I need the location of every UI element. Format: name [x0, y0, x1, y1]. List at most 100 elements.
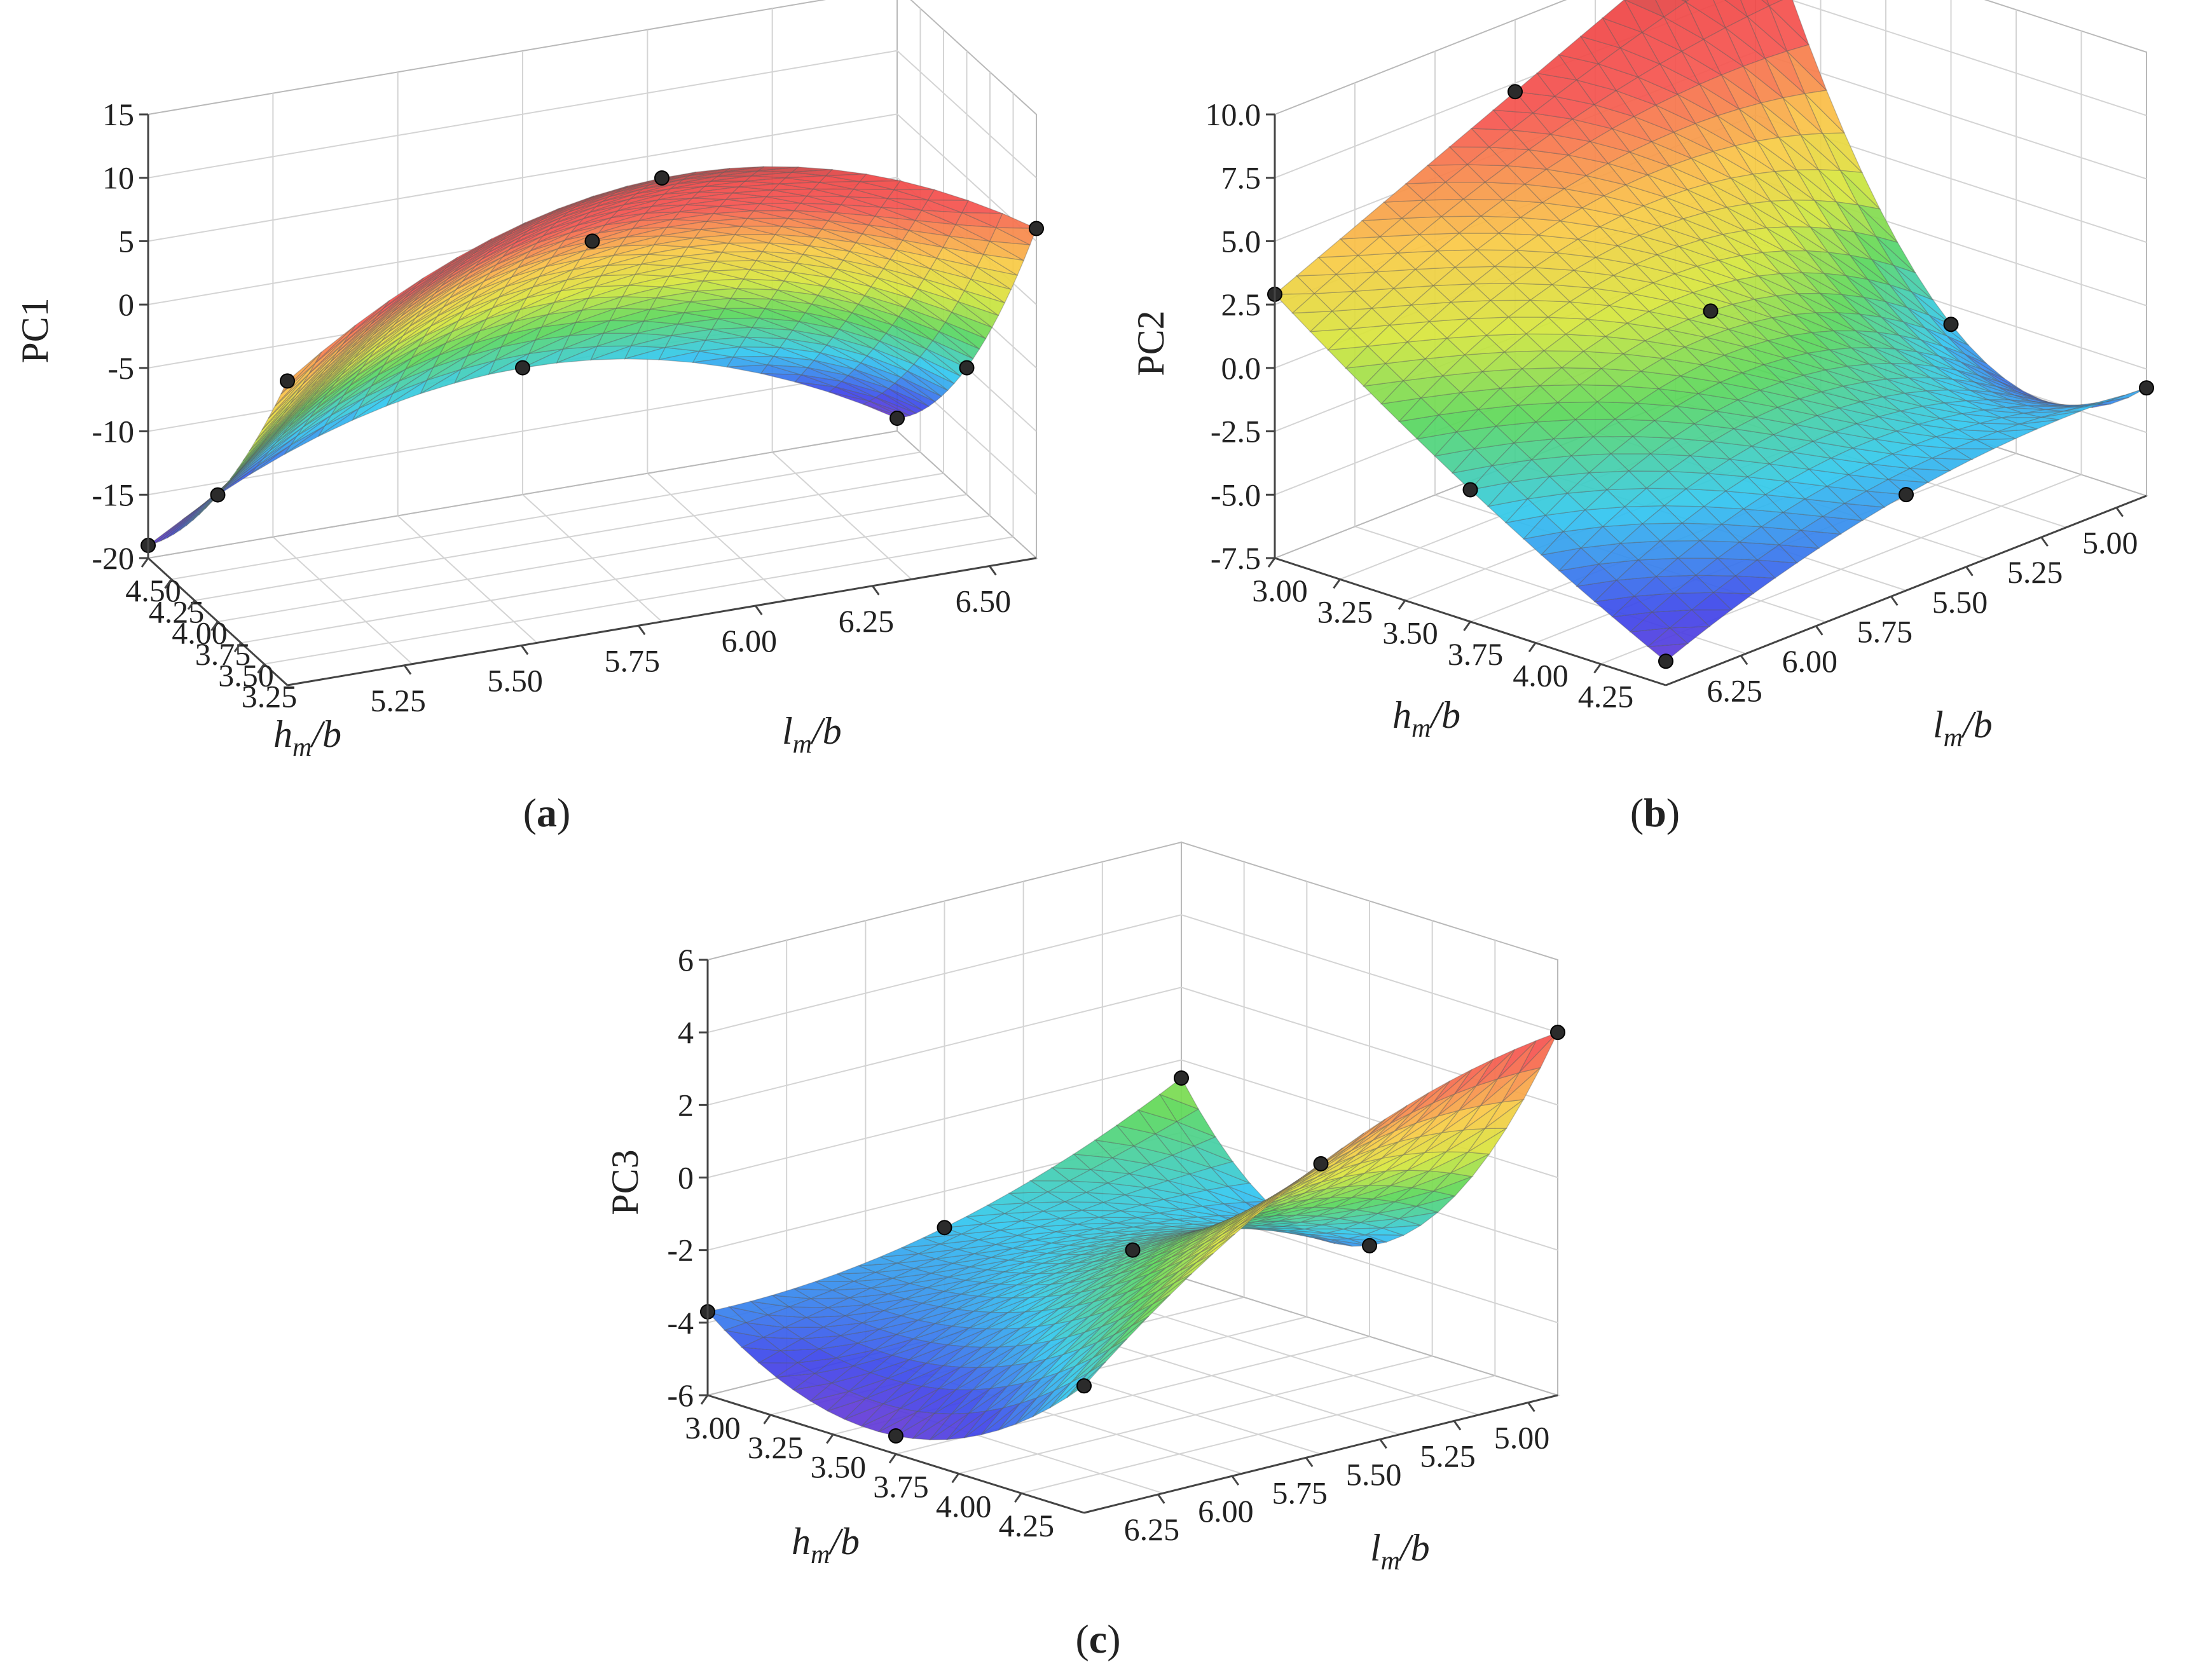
surface-facet: [1047, 1180, 1088, 1193]
surface-facet: [797, 1348, 838, 1363]
surface-facet: [1839, 170, 1881, 210]
surface-facet: [743, 278, 785, 290]
surface-facet: [964, 290, 1006, 317]
surface-facet: [1042, 1253, 1082, 1264]
surface-facet: [938, 331, 980, 360]
surface-facet: [1295, 257, 1338, 277]
data-point: [889, 411, 905, 427]
surface-facet: [515, 222, 556, 243]
surface-facet: [699, 221, 741, 230]
surface-facet: [1508, 459, 1551, 483]
surface-facet: [756, 260, 798, 273]
surface-facet: [1911, 291, 1952, 325]
surface-facet: [877, 277, 919, 299]
surface-facet: [356, 345, 397, 377]
surface-facet: [1609, 435, 1652, 454]
panel-label: (a): [523, 790, 571, 835]
surface-facet: [909, 1342, 950, 1360]
surface-facet: [772, 1288, 811, 1299]
surface-facet: [383, 277, 424, 309]
surface-facet: [445, 318, 488, 344]
surface-facet: [1481, 351, 1523, 372]
surface-facet: [1024, 1294, 1064, 1313]
surface-facet: [1410, 285, 1452, 306]
surface-facet: [347, 332, 388, 367]
h-tick-label: 3.75: [873, 1469, 929, 1505]
surface-facet: [1762, 357, 1804, 376]
surface-facet: [521, 216, 563, 237]
surface-facet: [250, 444, 291, 475]
surface-facet: [1020, 1262, 1061, 1274]
l-tick-label: 6.25: [1707, 673, 1762, 708]
surface-facet: [540, 202, 582, 221]
surface-facet: [284, 425, 326, 455]
surface-facet: [1085, 1240, 1125, 1248]
surface-facet: [402, 306, 444, 336]
surface-facet: [409, 297, 450, 327]
surface-facet: [1411, 1080, 1451, 1114]
surface-facet: [505, 265, 547, 287]
y-axis-label: lm/b: [1370, 1527, 1430, 1576]
surface-facet: [1794, 312, 1834, 332]
surface-facet: [1385, 1152, 1425, 1171]
surface-facet: [317, 339, 359, 380]
surface-facet: [1467, 299, 1510, 320]
surface-facet: [1709, 304, 1752, 324]
surface-facet: [1996, 386, 2036, 400]
surface-facet: [930, 268, 972, 292]
surface-facet: [528, 211, 569, 231]
surface-facet: [1896, 423, 1937, 437]
surface-facet: [1869, 453, 1912, 469]
surface-facet: [1400, 199, 1443, 219]
surface-facet: [806, 1307, 846, 1318]
surface-facet: [949, 235, 991, 256]
surface-facet: [793, 1281, 833, 1291]
surface-facet: [464, 286, 506, 311]
surface-facet: [1635, 388, 1678, 407]
surface-facet: [1815, 312, 1856, 332]
surface-facet: [834, 212, 876, 226]
surface-facet: [1975, 431, 2016, 440]
surface-facet: [919, 356, 961, 385]
surface-facet: [836, 1265, 876, 1274]
surface-facet: [587, 185, 628, 200]
surface-facet: [1824, 273, 1864, 298]
surface-facet: [731, 297, 773, 310]
surface-facet: [656, 290, 698, 303]
surface-facet: [819, 181, 861, 190]
surface-facet: [264, 396, 306, 440]
surface-facet: [917, 1306, 957, 1321]
surface-facet: [830, 277, 872, 296]
surface-facet: [1851, 438, 1894, 455]
surface-facet: [1377, 1123, 1417, 1149]
surface-facet: [343, 364, 385, 396]
surface-facet: [1803, 486, 1846, 504]
surface-facet: [836, 268, 878, 287]
surface-facet: [1578, 367, 1621, 386]
surface-facet: [1617, 371, 1660, 390]
surface-facet: [2027, 404, 2068, 407]
surface-facet: [853, 1272, 893, 1282]
surface-facet: [1055, 1224, 1095, 1233]
surface-facet: [1624, 174, 1667, 198]
surface-facet: [883, 268, 925, 290]
surface-facet: [553, 195, 594, 212]
surface-facet: [1394, 1102, 1434, 1132]
z-tick-label: 0: [118, 287, 134, 322]
surface-facet: [1885, 301, 1926, 329]
surface-facet: [840, 1322, 881, 1336]
surface-facet: [874, 1334, 916, 1351]
surface-facet: [849, 250, 891, 270]
l-tick-label: 5.25: [370, 683, 426, 718]
surface-facet: [1742, 58, 1783, 99]
surface-facet: [638, 211, 681, 221]
surface-facet: [1145, 1236, 1185, 1253]
surface-facet: [802, 1327, 842, 1339]
surface-facet: [1501, 183, 1544, 203]
z-tick-label: 10.0: [1205, 97, 1261, 132]
surface-facet: [1755, 137, 1797, 170]
surface-facet: [1364, 1154, 1404, 1174]
surface-facet: [1466, 1128, 1507, 1155]
surface-facet: [1843, 381, 1883, 398]
surface-facet: [1176, 1108, 1217, 1138]
